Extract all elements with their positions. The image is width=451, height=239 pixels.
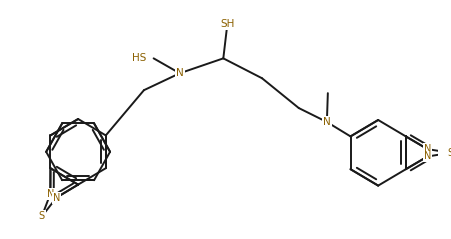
Text: N: N (423, 144, 430, 154)
Text: S: S (446, 148, 451, 158)
Text: N: N (175, 68, 183, 78)
Text: HS: HS (131, 53, 146, 63)
Text: N: N (423, 152, 430, 162)
Text: N: N (46, 189, 54, 199)
Text: S: S (39, 211, 45, 221)
Text: N: N (322, 117, 330, 127)
Text: N: N (53, 193, 60, 202)
Text: SH: SH (220, 19, 234, 29)
